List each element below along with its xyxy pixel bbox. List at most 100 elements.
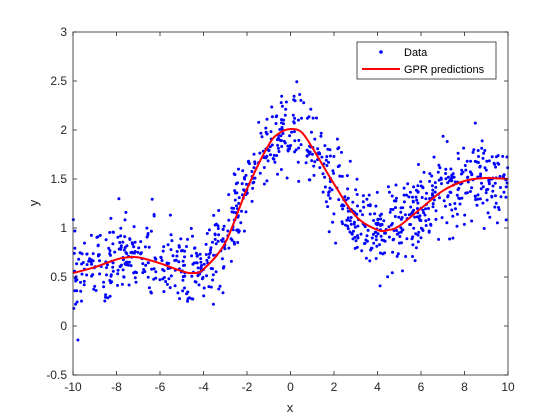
- data-point: [265, 132, 269, 136]
- data-point: [456, 151, 460, 155]
- data-point: [440, 216, 444, 220]
- data-point: [280, 94, 284, 98]
- data-point: [374, 204, 378, 208]
- data-point: [375, 190, 379, 194]
- data-point: [195, 261, 199, 265]
- data-point: [313, 160, 317, 164]
- data-point: [418, 218, 422, 222]
- data-point: [389, 207, 393, 211]
- data-point: [374, 230, 378, 234]
- data-point: [420, 196, 424, 199]
- data-point: [150, 197, 154, 201]
- data-point: [127, 260, 131, 264]
- data-point: [422, 170, 426, 174]
- data-point: [141, 262, 145, 266]
- data-point: [103, 299, 107, 303]
- data-point: [370, 236, 374, 240]
- data-point: [327, 193, 330, 197]
- data-point: [93, 284, 97, 288]
- data-point: [118, 265, 122, 268]
- data-point: [181, 259, 185, 263]
- data-point: [257, 120, 261, 124]
- data-point: [312, 164, 316, 168]
- data-point: [422, 211, 426, 215]
- data-point: [183, 274, 187, 278]
- x-tick-label: 4: [374, 380, 381, 394]
- data-point: [454, 207, 457, 211]
- data-point: [306, 116, 309, 120]
- data-point: [465, 159, 469, 163]
- data-point: [221, 227, 225, 231]
- data-point: [296, 160, 300, 164]
- data-point: [486, 211, 490, 215]
- data-point: [374, 234, 378, 238]
- data-point: [233, 189, 237, 193]
- data-point: [458, 202, 462, 206]
- data-point: [365, 197, 369, 201]
- data-point: [414, 246, 418, 250]
- data-point: [102, 285, 106, 289]
- data-point: [417, 230, 421, 234]
- data-point: [104, 293, 108, 297]
- data-point: [326, 147, 330, 151]
- data-point: [355, 177, 359, 181]
- data-point: [182, 264, 185, 267]
- data-point: [144, 263, 148, 267]
- data-point: [129, 251, 133, 255]
- data-point: [470, 186, 474, 190]
- data-point: [415, 198, 419, 202]
- data-point: [494, 201, 498, 205]
- data-point: [411, 199, 415, 203]
- data-point: [107, 246, 111, 250]
- data-point: [196, 266, 200, 270]
- legend-data-marker: [379, 50, 383, 54]
- data-point: [487, 180, 491, 184]
- data-point: [423, 213, 427, 217]
- data-point: [400, 216, 404, 219]
- data-point: [455, 193, 459, 197]
- data-point: [451, 236, 455, 240]
- data-point: [116, 272, 120, 276]
- data-point: [409, 223, 413, 226]
- data-point: [444, 177, 448, 181]
- data-point: [402, 186, 406, 190]
- data-point: [242, 229, 246, 233]
- x-tick-label: 2: [331, 380, 338, 394]
- data-point: [378, 251, 382, 255]
- data-point: [495, 221, 499, 225]
- data-point: [331, 169, 335, 173]
- data-point: [193, 246, 197, 250]
- data-point: [480, 139, 484, 143]
- data-point: [117, 197, 121, 201]
- data-point: [336, 165, 340, 169]
- data-point: [315, 116, 318, 120]
- data-point: [466, 180, 470, 184]
- data-point: [481, 156, 485, 160]
- data-point: [394, 183, 398, 187]
- data-point: [258, 151, 262, 155]
- x-tick-label: 10: [501, 380, 515, 394]
- data-point: [262, 166, 266, 169]
- data-point: [191, 234, 194, 238]
- data-point: [251, 186, 255, 190]
- data-point: [153, 256, 157, 260]
- data-point: [361, 200, 365, 204]
- data-point: [109, 274, 113, 278]
- data-point: [111, 242, 115, 246]
- data-point: [394, 206, 397, 210]
- data-point: [438, 166, 442, 170]
- data-point: [413, 259, 417, 263]
- data-point: [280, 145, 284, 148]
- data-point: [119, 226, 123, 230]
- data-point: [108, 231, 112, 234]
- data-point: [431, 188, 435, 192]
- data-point: [73, 229, 77, 233]
- data-point: [119, 247, 123, 251]
- data-point: [197, 283, 201, 287]
- data-point: [332, 155, 336, 158]
- data-point: [371, 232, 375, 236]
- data-point: [485, 159, 489, 163]
- data-point: [124, 210, 128, 214]
- data-point: [270, 115, 274, 119]
- data-point: [202, 294, 206, 298]
